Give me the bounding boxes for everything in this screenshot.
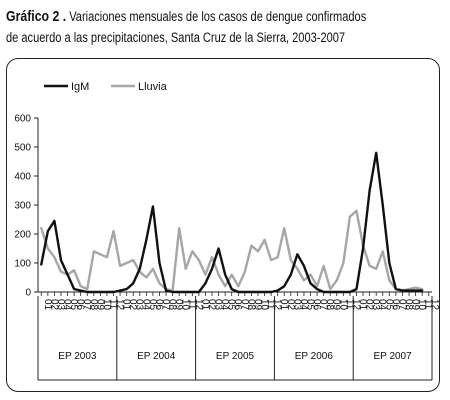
y-tick-label: 600 — [14, 114, 31, 125]
x-tick-label: 10 — [258, 299, 269, 311]
y-tick-label: 300 — [14, 201, 31, 212]
x-tick-label: 10 — [337, 299, 348, 311]
x-tick-label: 03 — [213, 299, 224, 311]
x-tick-label: 11 — [423, 299, 434, 310]
x-tick-label: 05 — [226, 299, 237, 311]
x-tick-label: 10 — [101, 299, 112, 311]
x-axis: 0102030405060708091011120102030405060708… — [37, 291, 440, 381]
x-tick-label: 04 — [377, 299, 388, 311]
x-tick-label: 03 — [291, 299, 302, 311]
x-tick-label: 09 — [410, 299, 421, 311]
x-tick-label: 06 — [390, 299, 401, 311]
chart-title-line2: de acuerdo a las precipitaciones, Santa … — [6, 30, 346, 45]
legend-label-igm: IgM — [71, 81, 89, 93]
x-tick-label: 07 — [81, 299, 92, 311]
x-tick-label: 11 — [344, 299, 355, 310]
x-tick-label: 07 — [318, 299, 329, 311]
x-tick-label: 03 — [134, 299, 145, 311]
x-tick-label: 12 — [193, 299, 204, 311]
x-tick-label: 02 — [48, 299, 59, 311]
x-tick-label: 01 — [199, 299, 210, 311]
series-line-lluvia — [40, 209, 424, 292]
y-tick-label: 400 — [14, 172, 31, 183]
group-label: EP 2004 — [137, 351, 176, 362]
legend: IgM Lluvia — [44, 81, 168, 93]
x-tick-label: 06 — [232, 299, 243, 311]
x-tick-label: 01 — [278, 299, 289, 311]
x-tick-label: 06 — [153, 299, 164, 311]
x-tick-label: 03 — [370, 299, 381, 311]
x-tick-label: 09 — [331, 299, 342, 311]
x-tick-label: 12 — [429, 299, 440, 311]
x-tick-label: 01 — [357, 299, 368, 311]
x-tick-label: 02 — [285, 299, 296, 311]
x-tick-label: 02 — [364, 299, 375, 311]
y-tick-label: 500 — [14, 143, 31, 154]
group-label: EP 2007 — [374, 351, 413, 362]
group-label: EP 2005 — [216, 351, 255, 362]
series-line-igm — [40, 151, 424, 294]
x-tick-label: 07 — [160, 299, 171, 311]
x-tick-label: 10 — [416, 299, 427, 311]
x-tick-label: 11 — [186, 299, 197, 310]
x-tick-label: 07 — [396, 299, 407, 311]
x-tick-label: 05 — [68, 299, 79, 311]
x-tick-label: 08 — [245, 299, 256, 311]
y-axis: 0 100 200 300 400 500 600 — [14, 114, 39, 299]
x-tick-label: 10 — [180, 299, 191, 311]
x-tick-label: 02 — [127, 299, 138, 311]
x-tick-label: 08 — [403, 299, 414, 311]
x-tick-label: 09 — [252, 299, 263, 311]
x-tick-label: 05 — [147, 299, 158, 311]
x-tick-label: 12 — [114, 299, 125, 311]
group-label: EP 2006 — [295, 351, 334, 362]
x-tick-label: 01 — [42, 299, 53, 311]
x-tick-label: 11 — [265, 299, 276, 310]
x-tick-label: 06 — [311, 299, 322, 311]
x-tick-label: 08 — [88, 299, 99, 311]
x-tick-label: 12 — [272, 299, 283, 311]
x-tick-label: 09 — [94, 299, 105, 311]
legend-label-lluvia: Lluvia — [138, 81, 168, 93]
x-tick-label: 05 — [383, 299, 394, 311]
x-tick-label: 03 — [55, 299, 66, 311]
x-tick-label: 08 — [167, 299, 178, 311]
y-tick-label: 200 — [14, 230, 31, 241]
x-tick-label: 09 — [173, 299, 184, 311]
y-tick-label: 100 — [14, 259, 31, 270]
y-tick-label: 0 — [25, 288, 31, 299]
x-tick-label: 01 — [121, 299, 132, 311]
series-layer — [40, 151, 424, 294]
chart-title-lead: Gráfico 2 . — [6, 8, 67, 25]
chart-title: Gráfico 2 . Variaciones mensuales de los… — [6, 6, 446, 48]
x-tick-label: 11 — [107, 299, 118, 310]
chart-frame — [6, 58, 440, 392]
x-tick-label: 12 — [350, 299, 361, 311]
x-tick-label: 04 — [140, 299, 151, 311]
x-tick-label: 04 — [219, 299, 230, 311]
x-tick-label: 05 — [304, 299, 315, 311]
x-tick-label: 04 — [298, 299, 309, 311]
chart-title-line1: Variaciones mensuales de los casos de de… — [66, 9, 367, 24]
x-tick-label: 06 — [75, 299, 86, 311]
x-tick-label: 02 — [206, 299, 217, 311]
group-label: EP 2003 — [58, 351, 97, 362]
x-tick-label: 07 — [239, 299, 250, 311]
x-tick-label: 08 — [324, 299, 335, 311]
x-tick-label: 04 — [61, 299, 72, 311]
